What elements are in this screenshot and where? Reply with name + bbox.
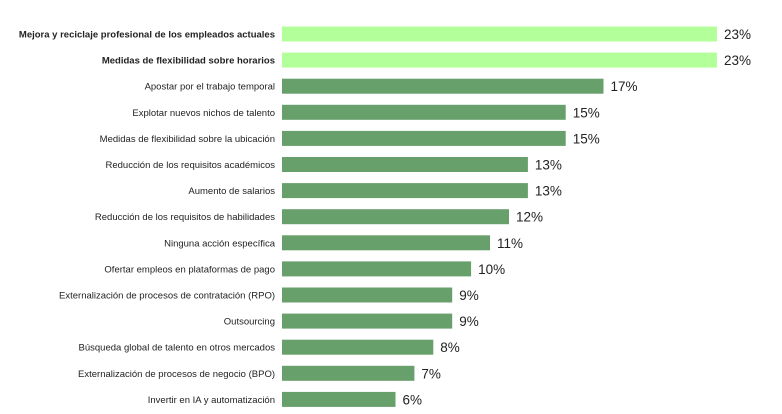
category-label-8: Ninguna acción específica	[164, 238, 276, 249]
value-labels-group: 23% 23% 17% 15% 15% 13% 13% 12% 11% 10% 9% 9% 8% 7% 6%	[403, 27, 752, 407]
value-label-8: 11%	[497, 236, 523, 251]
value-label-14: 6%	[403, 392, 423, 407]
category-label-0: Mejora y reciclaje profesional de los em…	[19, 30, 275, 41]
category-label-3: Explotar nuevos nichos de talento	[132, 108, 275, 119]
bar-0	[282, 26, 717, 42]
category-label-12: Búsqueda global de talento en otros merc…	[79, 343, 276, 354]
value-label-10: 9%	[459, 288, 479, 303]
value-label-6: 13%	[535, 184, 562, 199]
bar-2	[282, 78, 604, 94]
bar-1	[282, 52, 717, 68]
category-label-7: Reducción de los requisitos de habilidad…	[95, 212, 275, 223]
value-label-9: 10%	[478, 262, 505, 277]
category-labels-group: Mejora y reciclaje profesional de los em…	[19, 30, 276, 406]
bar-7	[282, 209, 509, 225]
category-label-10: Externalización de procesos de contratac…	[59, 291, 275, 302]
value-label-7: 12%	[516, 210, 543, 225]
bars-group	[282, 26, 717, 407]
value-label-1: 23%	[724, 53, 751, 68]
bar-5	[282, 157, 528, 172]
category-label-9: Ofertar empleos en plataformas de pago	[104, 264, 275, 275]
bar-10	[282, 287, 453, 303]
bar-4	[282, 130, 566, 146]
bar-6	[282, 183, 528, 199]
bar-13	[282, 365, 415, 381]
bar-12	[282, 339, 434, 355]
bar-9	[282, 261, 472, 277]
value-label-0: 23%	[724, 27, 751, 42]
value-label-2: 17%	[611, 79, 638, 94]
bar-11	[282, 313, 453, 329]
value-label-11: 9%	[459, 314, 479, 329]
value-label-12: 8%	[440, 340, 460, 355]
value-label-4: 15%	[573, 131, 600, 146]
category-label-4: Medidas de flexibilidad sobre la ubicaci…	[100, 134, 275, 145]
bar-8	[282, 235, 490, 251]
category-label-1: Medidas de flexibilidad sobre horarios	[102, 56, 275, 67]
category-label-2: Apostar por el trabajo temporal	[145, 82, 275, 93]
category-label-5: Reducción de los requisitos académicos	[105, 160, 275, 171]
value-label-5: 13%	[535, 158, 562, 173]
bar-14	[282, 391, 396, 407]
value-label-13: 7%	[421, 366, 441, 381]
category-label-11: Outsourcing	[224, 317, 275, 328]
category-label-6: Aumento de salarios	[188, 186, 275, 197]
category-label-13: Externalización de procesos de negocio (…	[78, 369, 275, 380]
bar-3	[282, 104, 566, 120]
value-label-3: 15%	[573, 105, 600, 120]
category-label-14: Invertir en IA y automatización	[148, 395, 275, 406]
